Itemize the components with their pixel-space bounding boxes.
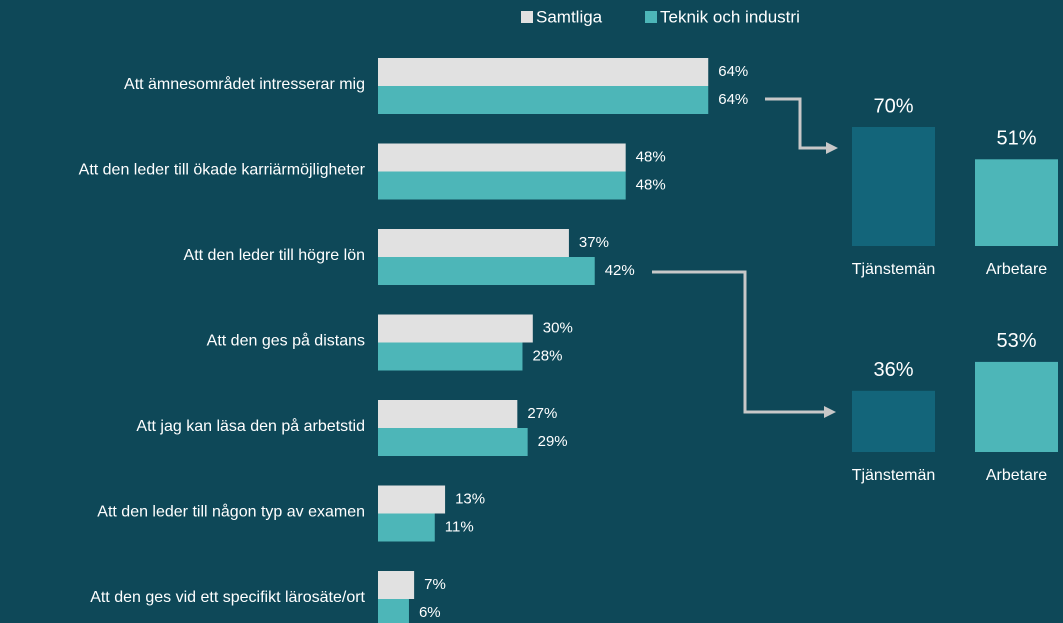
connector-arrow xyxy=(765,97,838,154)
bar xyxy=(378,400,518,428)
value-label: 48% xyxy=(636,176,666,193)
bar xyxy=(378,257,595,285)
bar xyxy=(378,314,533,343)
category-label: Att ämnesområdet intresserar mig xyxy=(124,75,365,93)
legend-swatch xyxy=(521,11,533,23)
category-label: Arbetare xyxy=(986,261,1047,278)
category-label: Att den ges vid ett specifikt lärosäte/o… xyxy=(90,589,365,606)
bar xyxy=(378,342,523,371)
value-label: 11% xyxy=(445,518,474,535)
value-label: 27% xyxy=(527,405,557,422)
category-label: Att den leder till ökade karriärmöjlighe… xyxy=(79,162,366,179)
bar xyxy=(378,571,415,599)
value-label: 13% xyxy=(455,490,485,507)
bar xyxy=(378,599,409,623)
value-label: 7% xyxy=(424,576,446,593)
value-label: 37% xyxy=(579,234,609,251)
legend-swatch xyxy=(645,11,657,23)
value-label: 64% xyxy=(718,63,748,80)
category-label: Arbetare xyxy=(986,467,1047,484)
value-label: 70% xyxy=(873,95,913,117)
bar xyxy=(378,485,446,514)
value-label: 6% xyxy=(419,604,441,621)
value-label: 28% xyxy=(532,347,562,364)
category-label: Tjänstemän xyxy=(852,261,936,278)
category-label: Att jag kan läsa den på arbetstid xyxy=(136,417,365,435)
value-label: 53% xyxy=(996,330,1036,352)
bar xyxy=(378,229,569,257)
bar xyxy=(975,361,1058,452)
bar xyxy=(378,428,528,456)
connector-arrow xyxy=(652,270,836,418)
bar xyxy=(378,86,709,114)
bar xyxy=(975,159,1058,246)
value-label: 36% xyxy=(873,359,913,381)
value-label: 51% xyxy=(996,128,1036,150)
category-label: Att den leder till högre lön xyxy=(184,247,365,264)
value-label: 30% xyxy=(543,319,573,336)
bar xyxy=(852,127,935,246)
bar xyxy=(378,513,435,542)
category-label: Att den ges på distans xyxy=(207,332,365,350)
bar xyxy=(378,171,626,200)
legend-label: Teknik och industri xyxy=(660,7,800,26)
value-label: 64% xyxy=(718,91,748,108)
value-label: 42% xyxy=(605,262,635,279)
category-label: Tjänstemän xyxy=(852,467,936,484)
bar xyxy=(852,390,935,452)
legend-label: Samtliga xyxy=(536,7,603,26)
value-label: 29% xyxy=(538,433,568,450)
category-label: Att den leder till någon typ av examen xyxy=(97,503,365,521)
bar xyxy=(378,143,626,172)
bar xyxy=(378,58,709,86)
value-label: 48% xyxy=(636,148,666,165)
